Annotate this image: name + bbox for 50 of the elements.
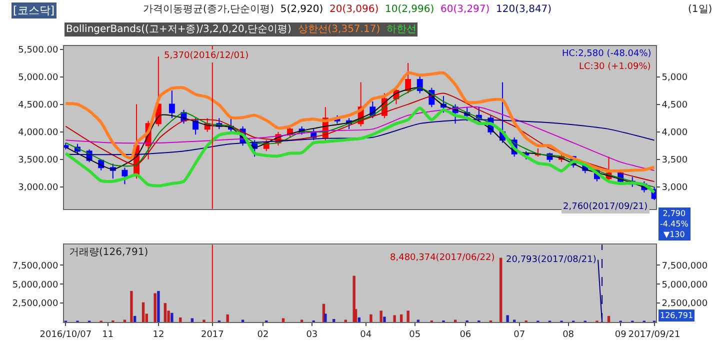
text: BollingerBands((고+저+종)/3,2,0,20,단순이평) bbox=[66, 24, 292, 35]
y-tick-label: 3,500.00 bbox=[18, 155, 58, 166]
annotation: LC:30 (+1.09%) bbox=[579, 62, 651, 72]
x-tick-label: 11 bbox=[102, 330, 114, 340]
text: 2,790 -4.45% ▼130 bbox=[660, 209, 689, 239]
x-tick-label: 02 bbox=[257, 330, 269, 340]
text: 하한선 bbox=[386, 24, 416, 35]
text: 120(3,847) bbox=[496, 4, 552, 15]
y2-tick-label: 2,500,000 bbox=[662, 299, 708, 310]
x-tick-label: 2016/10/07 bbox=[40, 330, 92, 340]
annotation: HC:2,580 (-48.04%) bbox=[562, 49, 652, 59]
y2-tick-label: 3,500 bbox=[662, 155, 688, 166]
y-tick-label: 4,000.00 bbox=[18, 128, 58, 138]
x-tick-label: 12 bbox=[152, 330, 164, 340]
annotation: 20,793(2017/08/21) bbox=[506, 255, 596, 265]
text: (1일) bbox=[688, 4, 712, 15]
y2-tick-label: 3,000 bbox=[662, 182, 688, 193]
x-tick-label: 08 bbox=[562, 330, 574, 340]
y2-tick-label: 5,000,000 bbox=[662, 280, 708, 290]
y-tick-label: 5,000.00 bbox=[18, 72, 58, 83]
y2-tick-label: 7,500,000 bbox=[662, 261, 708, 272]
y-tick-label: 4,500.00 bbox=[18, 100, 58, 110]
chart-title: 거래량(126,791) bbox=[69, 247, 148, 258]
chart-title: [코스닥] bbox=[13, 4, 55, 17]
y-tick-label: 5,500.00 bbox=[18, 45, 58, 56]
x-tick-label: 03 bbox=[306, 330, 318, 340]
text: 20(3,096) bbox=[330, 4, 379, 15]
x-tick-label: 05 bbox=[409, 330, 421, 340]
text: 126,791 bbox=[660, 311, 694, 320]
text: 10(2,996) bbox=[385, 4, 434, 15]
y2-tick-label: 5,000 bbox=[662, 72, 688, 83]
x-tick-label: 04 bbox=[360, 330, 372, 340]
y2-tick-label: 4,500 bbox=[662, 100, 688, 110]
y-tick-label: 5,000,000 bbox=[12, 280, 58, 290]
annotation: 2,760(2017/09/21) bbox=[563, 202, 648, 212]
text: 5(2,920) bbox=[280, 4, 324, 15]
x-tick-label: 09 bbox=[614, 330, 627, 340]
x-tick-label: 06 bbox=[460, 330, 472, 340]
y-tick-label: 7,500,000 bbox=[12, 261, 58, 272]
text: 가격이동평균(종가,단순이평) bbox=[143, 4, 274, 15]
y2-tick-label: 4,000 bbox=[662, 128, 688, 138]
x-tick-label: 2017 bbox=[200, 330, 224, 340]
text: 60(3,297) bbox=[440, 4, 490, 15]
annotation: 8,480,374(2017/06/22) bbox=[390, 253, 495, 263]
y-tick-label: 3,000.00 bbox=[18, 182, 58, 193]
y-tick-label: 2,500,000 bbox=[12, 299, 58, 310]
text: 상한선(3,357.17) bbox=[298, 24, 380, 35]
x-tick-label: 07 bbox=[514, 330, 526, 340]
annotation: 5,370(2016/12/01) bbox=[164, 51, 249, 61]
x-tick-label: 2017/09/21 bbox=[628, 330, 680, 340]
